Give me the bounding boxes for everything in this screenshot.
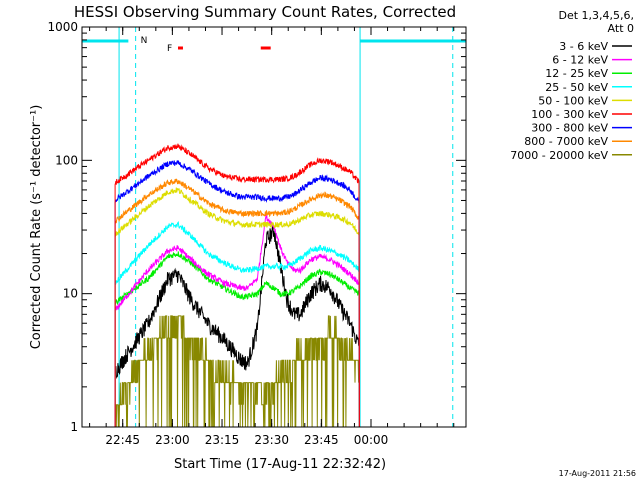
legend-label-8: 7000 - 20000 keV — [510, 149, 608, 162]
flare-label: F — [167, 44, 172, 54]
series-line-4 — [114, 187, 360, 428]
x-tick-label-5: 00:00 — [354, 433, 389, 447]
x-tick-label-2: 23:15 — [205, 433, 240, 447]
series-line-8 — [114, 315, 360, 428]
legend-label-7: 800 - 7000 keV — [524, 135, 608, 148]
annotation-layer: NF — [82, 27, 466, 427]
legend-header-2: Att 0 — [608, 22, 634, 35]
legend-label-4: 50 - 100 keV — [538, 94, 608, 107]
series-layer — [114, 143, 360, 428]
night-label: N — [141, 36, 148, 46]
y-tick-label-3: 1000 — [47, 20, 78, 34]
legend-label-3: 25 - 50 keV — [545, 81, 608, 94]
x-tick-label-3: 23:30 — [254, 433, 289, 447]
legend-label-1: 6 - 12 keV — [552, 54, 608, 67]
axes: 22:45 23:00 23:15 23:30 23:45 00:00 1 10 100 1000 — [47, 20, 466, 447]
legend-label-6: 300 - 800 keV — [531, 122, 608, 135]
legend-header-1: Det 1,3,4,5,6, — [558, 9, 634, 22]
plot-frame — [81, 26, 467, 428]
y-tick-label-2: 100 — [55, 153, 78, 167]
y-tick-label-0: 1 — [70, 420, 78, 434]
y-tick-label-1: 10 — [63, 287, 78, 301]
legend-label-2: 12 - 25 keV — [545, 67, 608, 80]
series-line-7 — [114, 178, 360, 428]
legend-label-5: 100 - 300 keV — [531, 108, 608, 121]
x-tick-label-1: 23:00 — [155, 433, 190, 447]
x-tick-label-4: 23:45 — [304, 433, 339, 447]
series-line-1 — [114, 214, 360, 428]
series-line-6 — [114, 160, 360, 428]
series-line-5 — [114, 143, 360, 428]
legend-label-0: 3 - 6 keV — [559, 40, 608, 53]
chart-title: HESSI Observing Summary Count Rates, Cor… — [74, 3, 456, 21]
x-axis-label: Start Time (17-Aug-11 22:32:42) — [174, 457, 386, 472]
series-line-3 — [114, 220, 360, 428]
date-stamp: 17-Aug-2011 21:56 — [559, 469, 636, 478]
y-axis-label: Corrected Count Rate (s⁻¹ detector⁻¹) — [29, 105, 44, 350]
series-line-2 — [114, 251, 360, 428]
series-line-0 — [114, 224, 360, 428]
x-tick-label-0: 22:45 — [105, 433, 140, 447]
